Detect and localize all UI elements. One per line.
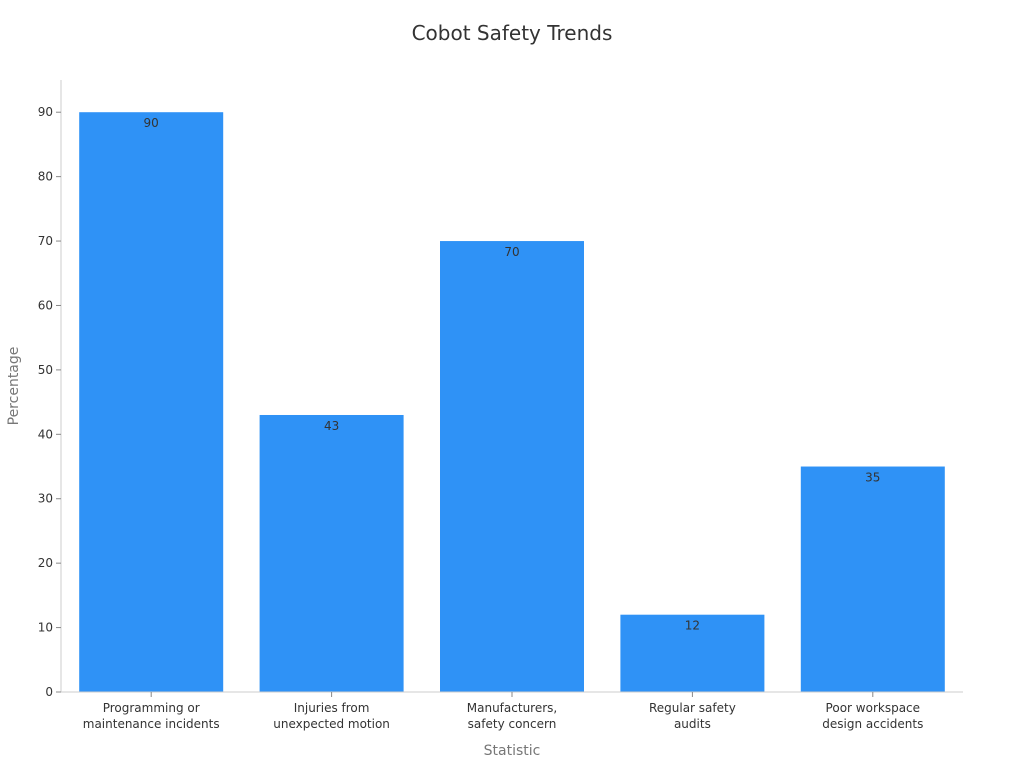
x-tick-label-line: safety concern	[468, 717, 557, 731]
x-tick-label-line: Poor workspace	[826, 701, 920, 715]
bar	[79, 112, 224, 693]
y-tick-label: 50	[38, 363, 53, 377]
y-tick-label: 20	[38, 556, 53, 570]
bar-value-label: 43	[324, 419, 339, 433]
x-tick-label-line: Regular safety	[649, 701, 736, 715]
x-tick-label-line: maintenance incidents	[83, 717, 220, 731]
x-axis: Programming or maintenance incidents Injur…	[61, 691, 963, 731]
y-tick-label: 80	[38, 170, 53, 184]
y-tick-label: 40	[38, 427, 53, 441]
x-tick-label-line: audits	[674, 717, 711, 731]
bar	[800, 466, 945, 692]
bar-value-label: 90	[144, 116, 159, 130]
x-tick-label-line: Injuries from	[294, 701, 370, 715]
y-tick-label: 90	[38, 105, 53, 119]
chart-title: Cobot Safety Trends	[412, 21, 613, 45]
x-tick-label: Programming or maintenance incidents	[83, 701, 220, 731]
y-tick-label: 60	[38, 298, 53, 312]
bar-value-label: 70	[504, 245, 519, 259]
x-tick-label: Injuries from unexpected motion	[273, 701, 390, 731]
y-axis: 0 10 20 30 40 50 60 70 80 90	[38, 80, 62, 699]
x-tick-label: Poor workspace design accidents	[822, 701, 923, 731]
x-tick-label-line: unexpected motion	[273, 717, 390, 731]
x-tick-label-line: Programming or	[103, 701, 200, 715]
x-tick-label: Manufacturers, safety concern	[467, 701, 557, 731]
x-tick-label-line: Manufacturers,	[467, 701, 557, 715]
bar-group: 90 43 70 12 35	[79, 112, 945, 693]
bar-value-label: 12	[685, 619, 700, 633]
x-axis-label: Statistic	[484, 743, 541, 759]
bar-value-label: 35	[865, 471, 880, 485]
bar	[620, 614, 765, 692]
bar	[440, 241, 584, 693]
y-axis-label: Percentage	[6, 347, 22, 426]
x-tick-label-line: design accidents	[822, 717, 923, 731]
y-tick-label: 0	[45, 685, 53, 699]
bar	[259, 414, 404, 692]
y-tick-label: 70	[38, 234, 53, 248]
x-tick-label: Regular safety audits	[649, 701, 736, 731]
y-tick-label: 30	[38, 492, 53, 506]
y-tick-label: 10	[38, 621, 53, 635]
